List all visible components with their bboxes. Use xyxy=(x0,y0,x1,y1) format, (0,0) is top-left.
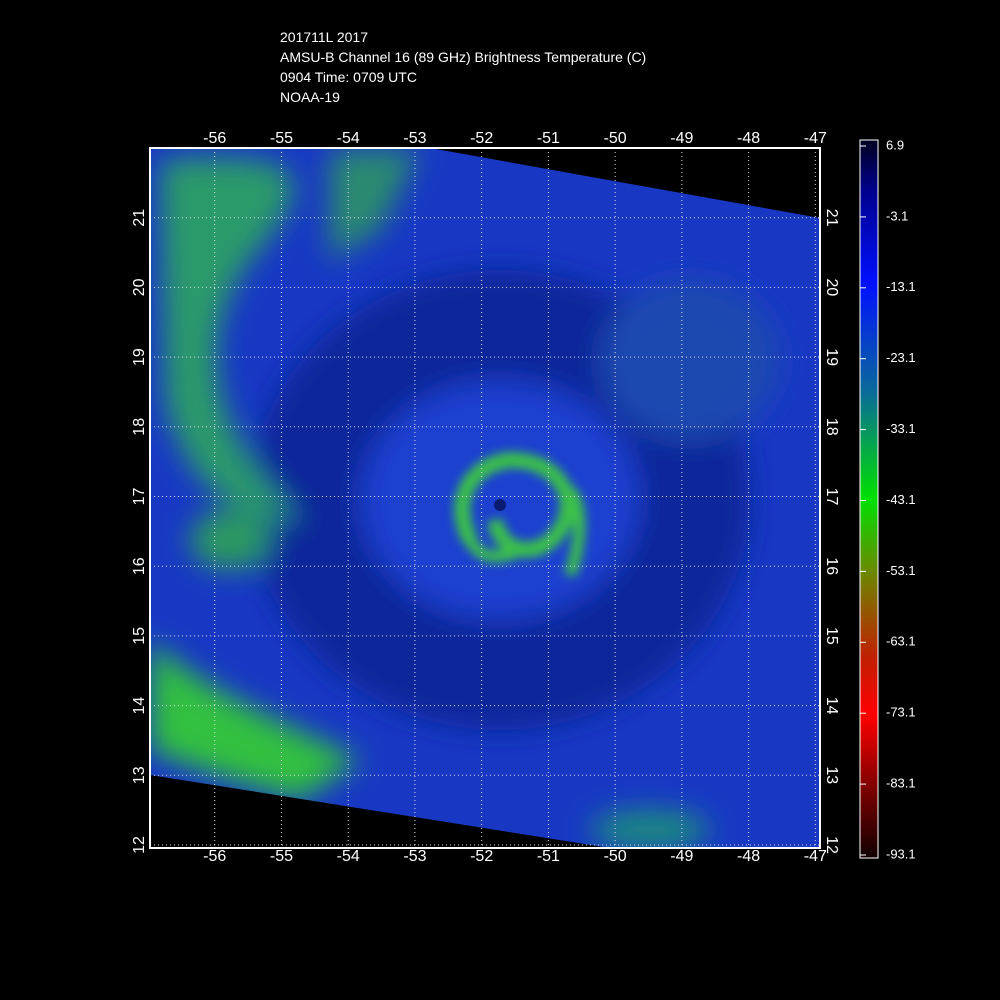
colorbar-label: -13.1 xyxy=(886,279,916,294)
x-tick-label: -49 xyxy=(670,848,693,865)
y-tick-label: 17 xyxy=(131,488,148,506)
y-tick-label: 13 xyxy=(823,766,840,784)
colorbar-label: 6.9 xyxy=(886,137,904,152)
colorbar-label: -63.1 xyxy=(886,634,916,649)
y-tick-label: 18 xyxy=(823,418,840,436)
colorbar-label: -23.1 xyxy=(886,350,916,365)
colorbar-label: -53.1 xyxy=(886,563,916,578)
y-tick-label: 14 xyxy=(131,697,148,715)
y-tick-label: 14 xyxy=(823,697,840,715)
x-tick-label: -54 xyxy=(337,130,360,147)
colorbar-label: -33.1 xyxy=(886,421,916,436)
satellite-image xyxy=(150,148,820,848)
x-tick-label: -55 xyxy=(270,848,293,865)
x-tick-label: -51 xyxy=(537,130,560,147)
colorbar-label: -43.1 xyxy=(886,492,916,507)
y-tick-label: 17 xyxy=(823,488,840,506)
x-tick-label: -53 xyxy=(403,130,426,147)
x-tick-label: -53 xyxy=(403,848,426,865)
y-tick-label: 21 xyxy=(131,209,148,227)
y-tick-label: 20 xyxy=(131,278,148,296)
colorbar xyxy=(859,139,879,859)
x-tick-label: -47 xyxy=(804,130,827,147)
x-tick-label: -48 xyxy=(737,848,760,865)
colorbar-label: -83.1 xyxy=(886,776,916,791)
x-tick-label: -48 xyxy=(737,130,760,147)
colorbar-label: -3.1 xyxy=(886,208,908,223)
y-tick-label: 19 xyxy=(131,348,148,366)
y-tick-label: 21 xyxy=(823,209,840,227)
y-tick-label: 12 xyxy=(823,836,840,854)
title-line: 0904 Time: 0709 UTC xyxy=(280,69,417,85)
title-line: NOAA-19 xyxy=(280,89,340,105)
grid xyxy=(150,148,820,848)
x-tick-label: -52 xyxy=(470,848,493,865)
title-line: AMSU-B Channel 16 (89 GHz) Brightness Te… xyxy=(280,49,646,65)
x-tick-label: -50 xyxy=(604,848,627,865)
x-tick-label: -50 xyxy=(604,130,627,147)
colorbar-label: -73.1 xyxy=(886,705,916,720)
y-tick-label: 15 xyxy=(823,627,840,645)
title-line: 201711L 2017 xyxy=(280,29,368,45)
x-tick-label: -47 xyxy=(804,848,827,865)
y-tick-label: 15 xyxy=(131,627,148,645)
x-tick-label: -51 xyxy=(537,848,560,865)
x-tick-label: -56 xyxy=(203,130,226,147)
y-tick-label: 19 xyxy=(823,348,840,366)
map-frame xyxy=(149,147,821,849)
y-tick-label: 18 xyxy=(131,418,148,436)
y-tick-label: 12 xyxy=(131,836,148,854)
x-tick-label: -54 xyxy=(337,848,360,865)
x-tick-label: -56 xyxy=(203,848,226,865)
y-tick-label: 20 xyxy=(823,279,840,297)
y-tick-label: 16 xyxy=(131,557,148,575)
y-tick-label: 13 xyxy=(131,766,148,784)
x-tick-label: -52 xyxy=(470,130,493,147)
colorbar-label: -93.1 xyxy=(886,846,916,861)
x-tick-label: -49 xyxy=(670,130,693,147)
y-tick-label: 16 xyxy=(823,557,840,575)
x-tick-label: -55 xyxy=(270,130,293,147)
